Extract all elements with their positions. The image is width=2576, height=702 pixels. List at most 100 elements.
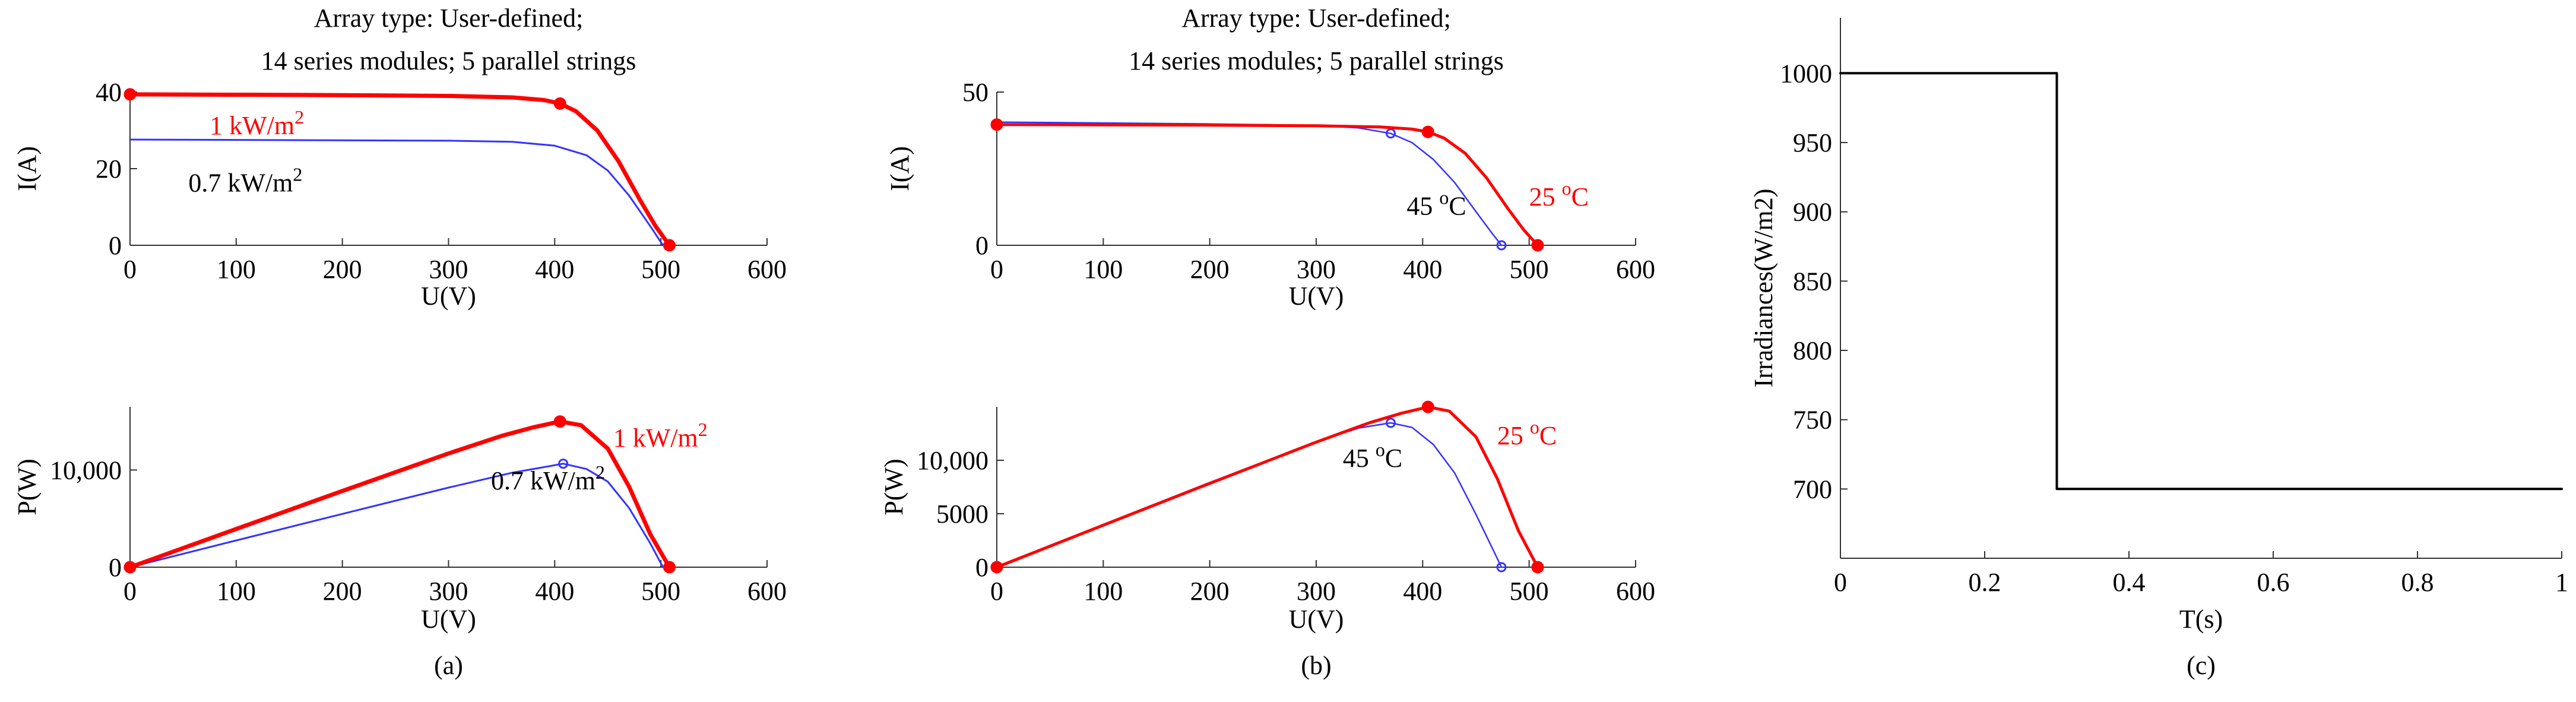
x-tick-label: 0 [990,577,1003,606]
annotation-text-after: C [1385,444,1402,473]
chart-b-iv: 0 100 200 300 400 500 600 0 50 U(V) I(A) Array type… [885,4,1655,311]
annotation-sup: 2 [595,461,605,483]
y-tick-label: 0 [109,231,122,260]
annotation-sup: o [1562,178,1571,199]
y-axis-label: I(A) [12,146,42,191]
series-annotation: 0.7 kW/m2 [188,164,302,198]
data-point-marker [1531,239,1544,252]
y-tick-label: 700 [1793,475,1832,504]
x-axis-label: U(V) [1289,605,1344,634]
series-line [996,422,1503,568]
x-tick-label: 500 [641,255,680,284]
y-tick-label: 10,000 [917,446,988,475]
annotation-sup: o [1376,439,1385,460]
annotation-text-after: C [1571,182,1589,211]
y-tick-label: 900 [1793,198,1832,227]
y-tick-label: 1000 [1780,59,1832,88]
x-tick-label: 600 [747,577,787,606]
annotation-sup: o [1439,186,1449,208]
data-point-marker [663,561,676,574]
y-tick-label: 850 [1793,267,1832,296]
x-tick-label: 600 [1616,577,1655,606]
data-point-marker [1496,562,1507,573]
series-line [995,405,1539,569]
data-point-marker [1386,418,1396,428]
x-tick-label: 200 [1190,255,1230,284]
data-point-marker [990,118,1003,131]
y-tick-label: 0 [109,553,122,582]
annotation-text: 0.7 kW/m [491,466,595,495]
x-tick-label: 300 [1297,255,1336,284]
x-axis-label: U(V) [421,282,476,311]
series-annotation: 25 oC [1497,416,1557,450]
data-point-marker [1531,561,1544,574]
data-point-marker [1421,400,1434,413]
annotation-sup: 2 [294,106,304,128]
x-tick-label: 100 [1083,255,1123,284]
x-tick-label: 400 [535,577,574,606]
series-line [128,419,671,570]
series-line [996,121,1503,246]
chart-a-iv: 0 100 200 300 400 500 600 0 20 40 U(V) I(A) Array ty… [12,4,787,311]
series-annotation: 45 oC [1343,439,1402,473]
y-axis-label: P(W) [879,458,908,515]
y-tick-label: 0 [975,553,988,582]
chart-title: Array type: User-defined; [1181,4,1451,33]
series-annotation: 45 oC [1406,186,1466,220]
x-tick-label: 0 [1834,568,1847,597]
y-tick-label: 5000 [936,499,988,529]
data-point-marker [663,239,676,252]
x-tick-label: 200 [323,577,362,606]
annotation-text: 1 kW/m [210,111,294,140]
x-axis-label: U(V) [1289,282,1344,311]
chart-title: Array type: User-defined; [314,4,584,33]
x-tick-label: 400 [1403,577,1442,606]
data-point-marker [1421,125,1434,138]
data-point-marker [553,97,566,110]
annotation-text: 25 [1529,182,1562,211]
y-tick-label: 0 [975,231,988,260]
x-tick-label: 300 [1297,577,1336,606]
annotation-sup: o [1530,416,1539,438]
panel-caption: (b) [1301,651,1331,680]
data-point-marker [1496,240,1507,251]
annotation-text-after: C [1539,421,1557,450]
x-tick-label: 100 [1083,577,1123,606]
series-annotation: 1 kW/m2 [210,106,304,140]
x-axis-label: U(V) [421,605,476,634]
chart-c-irr: 0 0.2 0.4 0.6 0.8 1 700 750 800 850 900 950 1000 T(s)… [1749,18,2568,680]
y-tick-label: 10,000 [50,456,122,485]
y-tick-label: 750 [1793,406,1832,435]
x-tick-label: 600 [1616,255,1655,284]
x-tick-label: 100 [217,577,256,606]
y-tick-label: 40 [96,78,122,107]
y-axis-label: P(W) [12,458,42,515]
series-line [129,138,664,246]
series-annotation: 1 kW/m2 [613,419,708,453]
x-tick-label: 0 [990,255,1003,284]
data-point-marker [123,561,137,574]
x-tick-label: 500 [1510,577,1549,606]
data-point-marker [990,561,1003,574]
data-point-marker [558,458,569,469]
series-line [129,463,664,568]
x-tick-label: 0 [123,255,137,284]
y-axis-label: I(A) [885,146,914,191]
x-tick-label: 300 [429,577,468,606]
data-point-marker [553,415,566,428]
annotation-sup: 2 [293,164,302,185]
x-tick-label: 200 [1190,577,1230,606]
panel-caption: (a) [434,651,463,680]
x-axis-label: T(s) [2179,605,2223,634]
y-axis-label: Irradiances(W/m2) [1749,189,1778,388]
annotation-text: 0.7 kW/m [188,169,293,198]
x-tick-label: 0.6 [2257,568,2290,597]
annotation-text: 45 [1343,444,1376,473]
annotation-text: 25 [1497,421,1530,450]
panel-caption: (c) [2187,651,2216,680]
x-tick-label: 400 [535,255,574,284]
x-tick-label: 300 [429,255,468,284]
x-tick-label: 0.8 [2401,568,2434,597]
x-tick-label: 0 [123,577,137,606]
series-annotation: 0.7 kW/m2 [491,461,605,495]
